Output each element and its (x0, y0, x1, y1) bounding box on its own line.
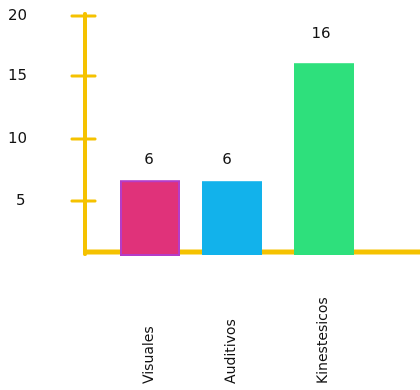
y-tick-label-10: 10 (8, 129, 27, 147)
category-label-auditivos: Auditivos (223, 319, 239, 384)
chart-labels: 5 10 15 20 6 6 16 Visuales Auditivos Kinestesicos (8, 6, 331, 384)
y-tick-label-5: 5 (16, 191, 26, 209)
category-label-visuales: Visuales (141, 326, 157, 384)
data-label-kinestesicos: 16 (311, 24, 330, 42)
chart-bars (120, 63, 354, 256)
y-tick-label-20: 20 (8, 6, 27, 24)
bar-kinestesicos (294, 63, 354, 256)
bar-auditivos (202, 181, 262, 255)
bar-visuales (120, 180, 180, 256)
y-tick-label-15: 15 (8, 66, 27, 84)
category-label-kinestesicos: Kinestesicos (315, 297, 331, 384)
data-label-visuales: 6 (144, 150, 154, 168)
data-label-auditivos: 6 (222, 150, 232, 168)
